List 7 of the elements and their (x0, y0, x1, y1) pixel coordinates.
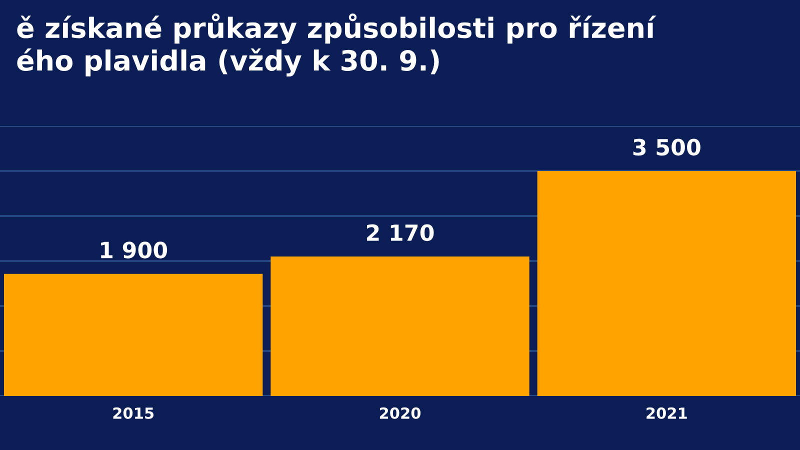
data-label: 3 500 (633, 138, 700, 156)
data-label: 1 900 (101, 242, 168, 258)
x-tick-label: 2015 (113, 407, 154, 419)
x-tick-label: 2020 (380, 407, 421, 419)
data-label: 2 170 (366, 224, 434, 242)
x-tick-label: 2021 (646, 407, 687, 419)
chart-title: ě získané průkazy způsobilosti pro řízení ého plavidla (vždy k 30. 9.) (17, 14, 656, 77)
